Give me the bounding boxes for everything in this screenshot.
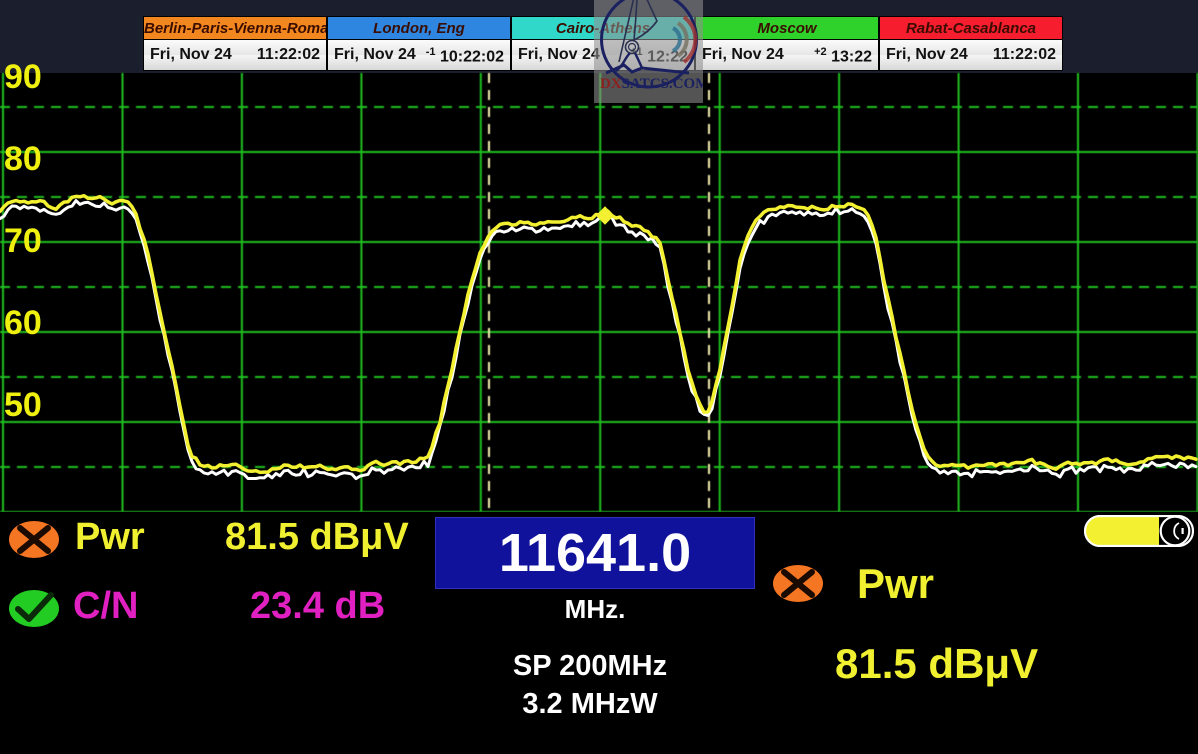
svg-text:DXSATCS.COM: DXSATCS.COM	[600, 76, 703, 92]
